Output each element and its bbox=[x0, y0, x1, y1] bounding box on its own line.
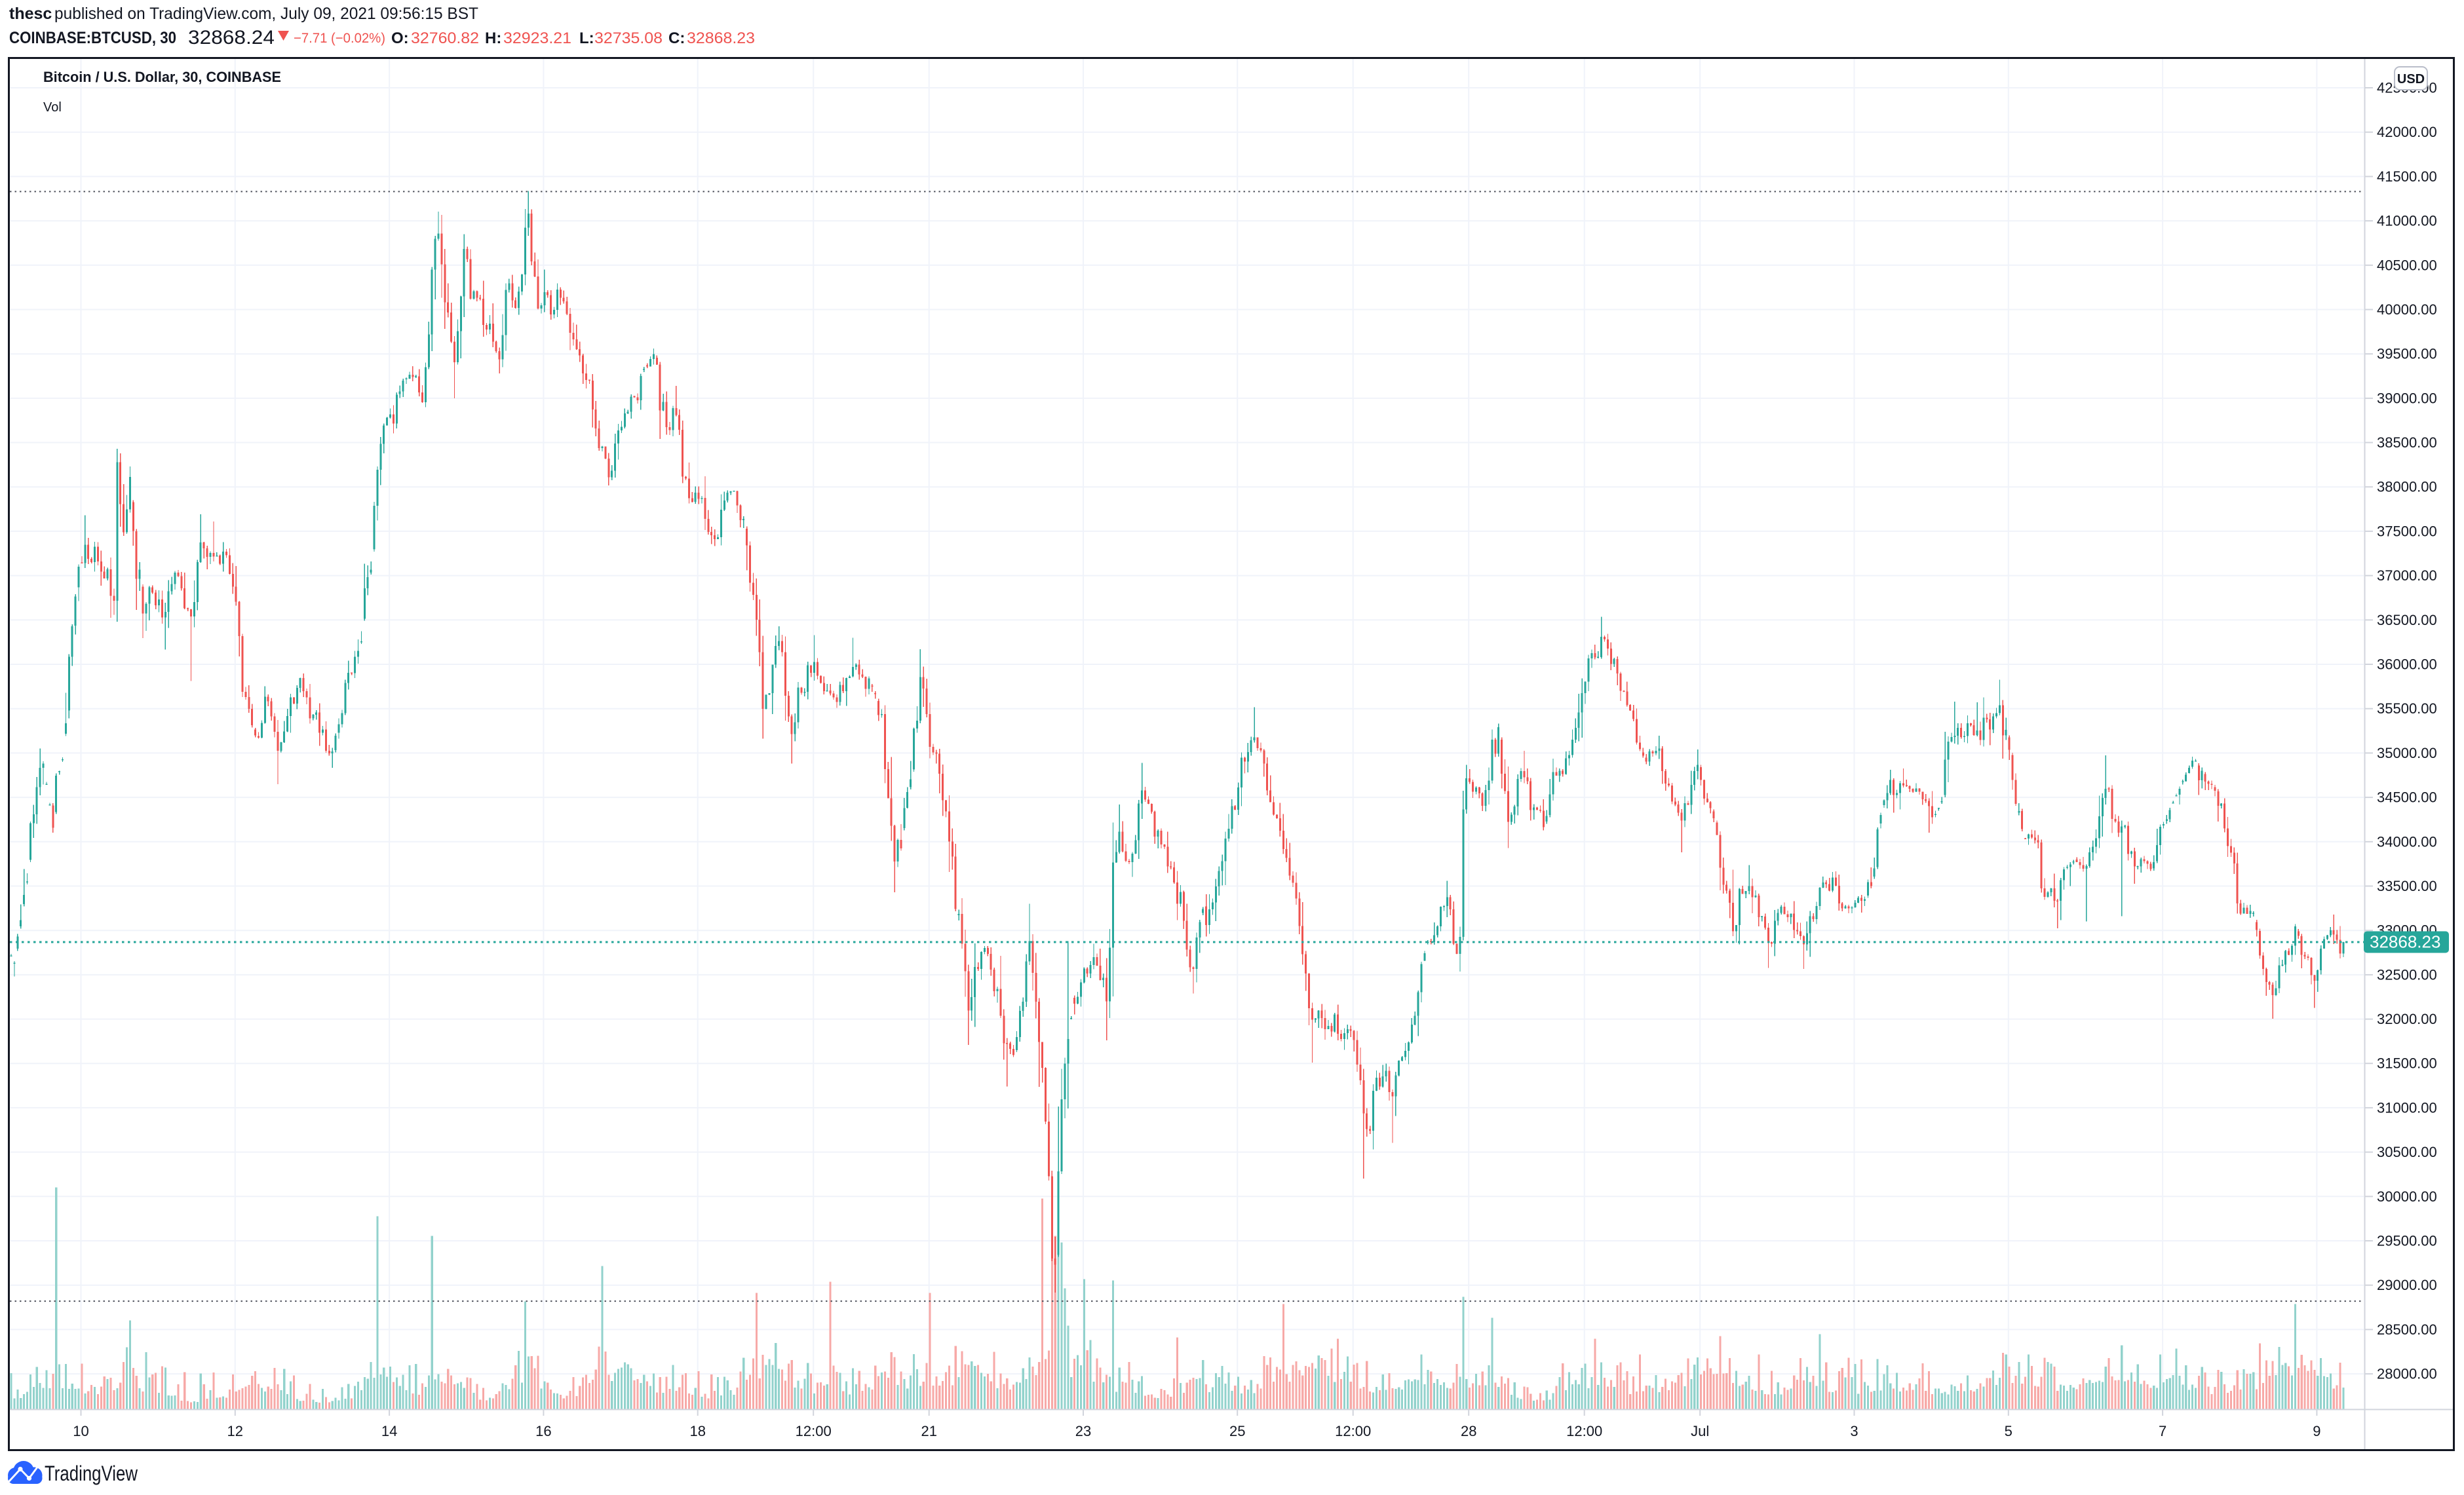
svg-text:Bitcoin / U.S. Dollar, 30, COI: Bitcoin / U.S. Dollar, 30, COINBASE bbox=[43, 69, 281, 85]
svg-text:32000.00: 32000.00 bbox=[2377, 1011, 2437, 1027]
svg-text:Jul: Jul bbox=[1691, 1423, 1709, 1439]
svg-text:30000.00: 30000.00 bbox=[2377, 1188, 2437, 1205]
svg-text:Vol: Vol bbox=[43, 100, 62, 115]
svg-text:32868.24: 32868.24 bbox=[188, 27, 275, 48]
svg-text:32868.23: 32868.23 bbox=[687, 29, 755, 47]
svg-text:12: 12 bbox=[227, 1423, 243, 1439]
svg-text:28500.00: 28500.00 bbox=[2377, 1321, 2437, 1338]
svg-text:31000.00: 31000.00 bbox=[2377, 1099, 2437, 1116]
svg-text:COINBASE:BTCUSD, 30: COINBASE:BTCUSD, 30 bbox=[9, 29, 176, 47]
svg-text:28000.00: 28000.00 bbox=[2377, 1366, 2437, 1382]
svg-text:25: 25 bbox=[1229, 1423, 1245, 1439]
svg-text:TradingView: TradingView bbox=[45, 1462, 138, 1485]
svg-text:40500.00: 40500.00 bbox=[2377, 257, 2437, 273]
svg-text:32500.00: 32500.00 bbox=[2377, 966, 2437, 983]
svg-text:12:00: 12:00 bbox=[1335, 1423, 1371, 1439]
svg-text:thesc: thesc bbox=[9, 5, 52, 23]
svg-text:7: 7 bbox=[2159, 1423, 2166, 1439]
svg-text:29000.00: 29000.00 bbox=[2377, 1277, 2437, 1293]
svg-text:38000.00: 38000.00 bbox=[2377, 479, 2437, 495]
svg-text:H:: H: bbox=[485, 29, 501, 47]
svg-text:USD: USD bbox=[2397, 72, 2425, 86]
svg-text:41000.00: 41000.00 bbox=[2377, 213, 2437, 229]
svg-text:36500.00: 36500.00 bbox=[2377, 612, 2437, 628]
svg-text:30500.00: 30500.00 bbox=[2377, 1144, 2437, 1160]
svg-text:10: 10 bbox=[73, 1423, 88, 1439]
svg-text:9: 9 bbox=[2313, 1423, 2320, 1439]
svg-text:33500.00: 33500.00 bbox=[2377, 878, 2437, 894]
svg-text:42000.00: 42000.00 bbox=[2377, 124, 2437, 140]
svg-text:32923.21: 32923.21 bbox=[503, 29, 571, 47]
svg-text:37500.00: 37500.00 bbox=[2377, 523, 2437, 539]
svg-text:32760.82: 32760.82 bbox=[411, 29, 479, 47]
svg-text:28: 28 bbox=[1461, 1423, 1476, 1439]
svg-text:O:: O: bbox=[391, 29, 409, 47]
svg-text:18: 18 bbox=[689, 1423, 705, 1439]
svg-text:34500.00: 34500.00 bbox=[2377, 789, 2437, 806]
svg-text:37000.00: 37000.00 bbox=[2377, 567, 2437, 584]
svg-text:32735.08: 32735.08 bbox=[594, 29, 663, 47]
svg-text:32868.23: 32868.23 bbox=[2370, 932, 2440, 952]
svg-text:39500.00: 39500.00 bbox=[2377, 346, 2437, 362]
svg-text:39000.00: 39000.00 bbox=[2377, 390, 2437, 406]
svg-text:14: 14 bbox=[381, 1423, 397, 1439]
svg-text:38500.00: 38500.00 bbox=[2377, 434, 2437, 451]
svg-text:16: 16 bbox=[535, 1423, 551, 1439]
svg-text:L:: L: bbox=[579, 29, 594, 47]
svg-text:34000.00: 34000.00 bbox=[2377, 833, 2437, 850]
svg-text:23: 23 bbox=[1075, 1423, 1091, 1439]
svg-text:C:: C: bbox=[668, 29, 685, 47]
svg-text:41500.00: 41500.00 bbox=[2377, 168, 2437, 185]
svg-text:35000.00: 35000.00 bbox=[2377, 745, 2437, 761]
svg-text:published on TradingView.com,: published on TradingView.com, July 09, 2… bbox=[54, 5, 478, 23]
svg-text:40000.00: 40000.00 bbox=[2377, 301, 2437, 318]
svg-text:36000.00: 36000.00 bbox=[2377, 656, 2437, 673]
svg-text:3: 3 bbox=[1850, 1423, 1858, 1439]
svg-text:12:00: 12:00 bbox=[796, 1423, 832, 1439]
svg-text:21: 21 bbox=[921, 1423, 936, 1439]
svg-text:31500.00: 31500.00 bbox=[2377, 1055, 2437, 1072]
svg-text:35500.00: 35500.00 bbox=[2377, 700, 2437, 717]
svg-text:5: 5 bbox=[2005, 1423, 2012, 1439]
svg-text:−7.71 (−0.02%): −7.71 (−0.02%) bbox=[294, 31, 385, 46]
svg-text:29500.00: 29500.00 bbox=[2377, 1233, 2437, 1249]
svg-text:12:00: 12:00 bbox=[1566, 1423, 1602, 1439]
